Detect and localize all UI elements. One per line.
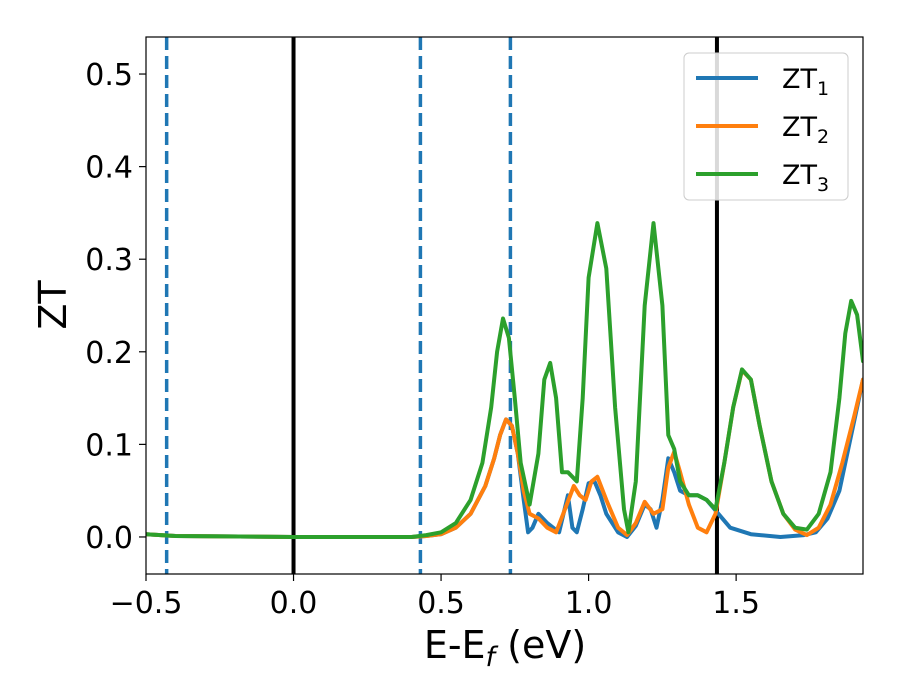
series-line-zt3 — [146, 221, 863, 539]
y-tick-label: 0.2 — [85, 336, 133, 371]
y-tick-label: 0.4 — [85, 151, 133, 186]
x-tick-label: −0.5 — [110, 586, 183, 621]
x-tick-label: 0.5 — [417, 586, 465, 621]
y-axis-title: ZT — [31, 280, 75, 330]
y-tick-label: 0.1 — [85, 428, 133, 463]
y-tick-label: 0.0 — [85, 521, 133, 556]
x-axis: −0.5 0.0 0.5 1.0 1.5 — [110, 574, 760, 621]
legend-label-zt2: ZT2 — [782, 112, 829, 148]
legend: ZT1 ZT2 ZT3 — [683, 52, 849, 201]
x-tick-label: 1.5 — [712, 586, 760, 621]
x-axis-title: E-Ef (eV) — [424, 623, 586, 673]
legend-label-zt1: ZT1 — [782, 64, 829, 100]
x-tick-label: 0.0 — [270, 586, 318, 621]
legend-label-zt3: ZT3 — [782, 160, 829, 196]
y-tick-label: 0.3 — [85, 243, 133, 278]
x-tick-label: 1.0 — [565, 586, 613, 621]
legend-box — [683, 52, 849, 201]
plot-frame — [145, 36, 864, 575]
y-axis: 0.0 0.1 0.2 0.3 0.4 0.5 — [85, 58, 146, 556]
y-tick-label: 0.5 — [85, 58, 133, 93]
series-lines — [146, 221, 863, 539]
